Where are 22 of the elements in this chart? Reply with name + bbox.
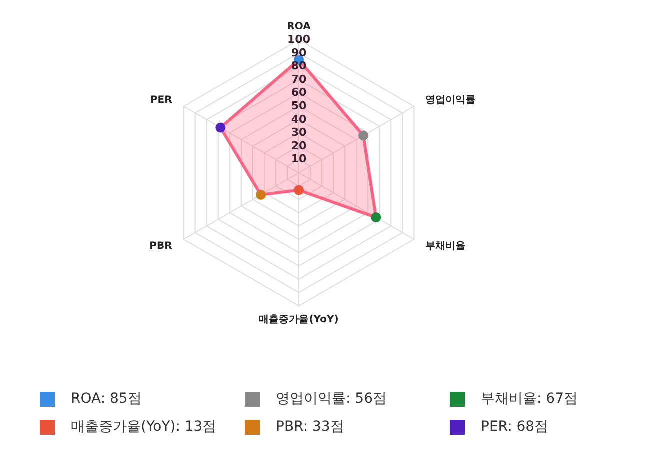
spoke-label: 매출증가율(YoY): [259, 314, 339, 326]
spoke-label: 영업이익률: [426, 94, 476, 106]
text: PER: 68점: [481, 418, 549, 436]
y-tick-label: 80: [291, 60, 307, 73]
text: ROA: 85점: [71, 390, 142, 408]
text: 매출증가율(YoY): 13점: [71, 418, 217, 436]
y-tick-label: 50: [291, 100, 307, 112]
spoke-label: PER: [150, 94, 173, 106]
y-tick-label: 10: [291, 152, 307, 166]
text: PBR: 33점: [276, 418, 344, 436]
spoke-label: 부채비율: [426, 241, 466, 252]
y-tick-label: 70: [291, 72, 307, 86]
y-tick-label: 100: [288, 33, 311, 46]
y-tick-label: 90: [291, 46, 307, 60]
spoke-label: PBR: [150, 241, 173, 252]
y-tick-label: 60: [291, 86, 307, 100]
spoke-label: ROA: [287, 22, 312, 33]
text: 영업이익률: 56점: [276, 390, 387, 408]
text: 부채비율: 67점: [481, 390, 578, 408]
y-tick-label: 20: [291, 139, 307, 152]
y-tick-label: 40: [291, 112, 307, 126]
y-tick-label: 30: [291, 126, 307, 140]
